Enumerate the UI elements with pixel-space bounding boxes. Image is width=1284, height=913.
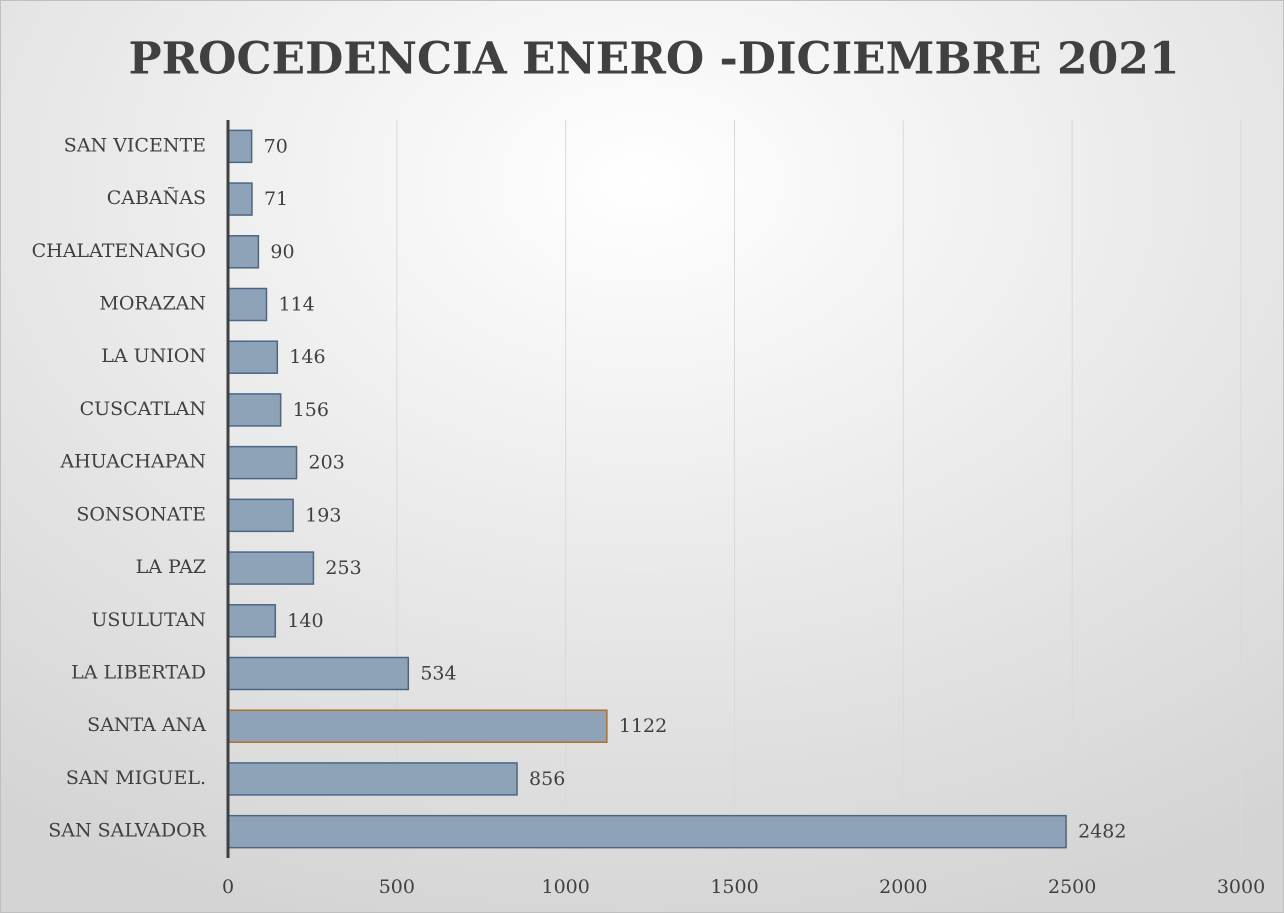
- bar: [227, 498, 294, 533]
- data-label: 71: [264, 188, 288, 210]
- data-label: 156: [293, 399, 329, 421]
- data-label: 253: [325, 557, 361, 579]
- y-tick-label: CHALATENANGO: [32, 240, 206, 262]
- x-tick-label: 0: [222, 876, 234, 898]
- bar: [227, 551, 315, 585]
- data-label: 203: [309, 452, 345, 474]
- data-label: 193: [305, 504, 341, 526]
- data-label: 534: [420, 663, 456, 685]
- bar: [227, 762, 518, 796]
- y-tick-label: SAN SALVADOR: [48, 820, 206, 842]
- y-tick-label: SANTA ANA: [87, 714, 206, 736]
- x-tick-label: 1000: [541, 876, 589, 898]
- bar: [227, 287, 268, 322]
- y-tick-label: MORAZAN: [99, 293, 206, 315]
- y-tick-label: CABAÑAS: [107, 186, 206, 209]
- data-label: 1122: [619, 715, 667, 737]
- bar: [227, 129, 253, 164]
- bar: [227, 182, 253, 216]
- bar: [227, 656, 410, 691]
- y-tick-label: SONSONATE: [76, 503, 206, 525]
- y-tick-label: SAN MIGUEL.: [66, 767, 206, 789]
- data-label: 70: [264, 135, 288, 157]
- y-tick-label: USULUTAN: [91, 609, 206, 631]
- y-tick-label: CUSCATLAN: [80, 398, 206, 420]
- chart-title: PROCEDENCIA ENERO -DICIEMBRE 2021: [129, 34, 1180, 85]
- x-tick-label: 1500: [710, 876, 758, 898]
- y-tick-label: LA UNION: [101, 345, 206, 367]
- data-label: 856: [529, 768, 565, 790]
- bar: [227, 709, 608, 743]
- bar: [227, 393, 282, 427]
- bar: [227, 445, 298, 480]
- y-tick-label: AHUACHAPAN: [59, 451, 206, 473]
- data-label: 90: [270, 241, 294, 263]
- x-tick-label: 2500: [1048, 876, 1096, 898]
- data-label: 2482: [1078, 821, 1126, 843]
- bar: [227, 604, 277, 638]
- data-label: 114: [278, 294, 314, 316]
- x-tick-label: 500: [379, 876, 415, 898]
- data-label: 140: [287, 610, 323, 632]
- y-tick-label: LA LIBERTAD: [71, 662, 206, 684]
- bar: [227, 235, 260, 269]
- x-tick-label: 3000: [1217, 876, 1265, 898]
- x-tick-label: 2000: [879, 876, 927, 898]
- bar: [227, 340, 279, 374]
- bar: [227, 814, 1067, 849]
- y-tick-label: LA PAZ: [136, 556, 206, 578]
- y-tick-label: SAN VICENTE: [64, 134, 206, 156]
- data-label: 146: [289, 346, 325, 368]
